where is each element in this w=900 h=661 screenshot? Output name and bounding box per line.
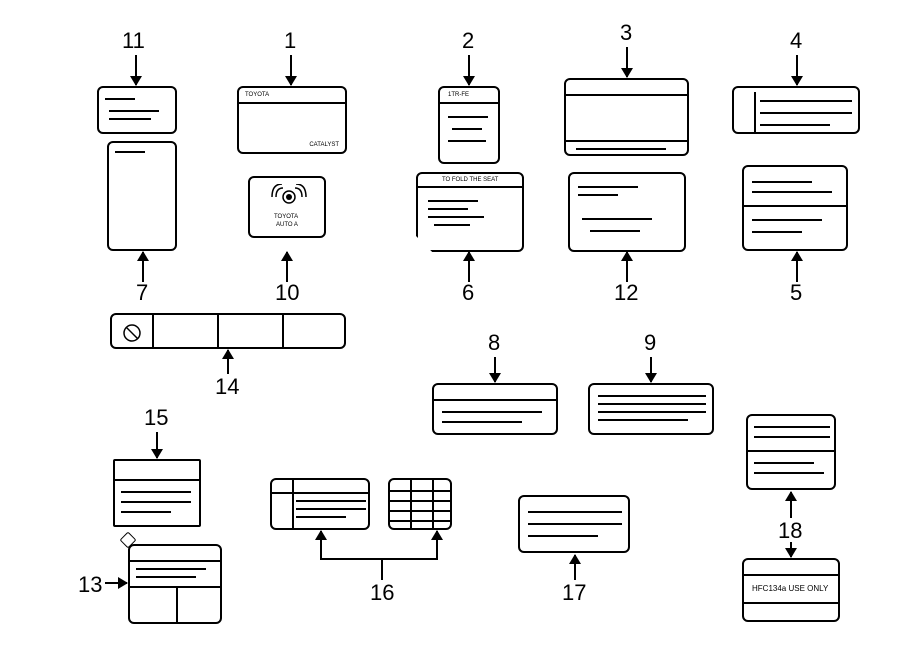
arrow-14 (227, 350, 229, 374)
callout-number-12: 12 (614, 280, 638, 306)
label-box-2: 1TR-FE (438, 86, 500, 164)
label-box-11 (97, 86, 177, 134)
callout-number-6: 6 (462, 280, 474, 306)
arrow-18-down (790, 542, 792, 557)
label-box-18a (746, 414, 836, 490)
callout-number-15: 15 (144, 405, 168, 431)
label-box-16b (388, 478, 452, 530)
arrow-9 (650, 357, 652, 382)
label-box-17 (518, 495, 630, 553)
label-box-3 (564, 78, 689, 156)
label-1-text-catalyst: CATALYST (309, 142, 339, 148)
arrow-1 (290, 55, 292, 85)
callout-number-18: 18 (778, 518, 802, 544)
label-box-8 (432, 383, 558, 435)
arrow-12 (626, 252, 628, 282)
label-box-9 (588, 383, 714, 435)
callout-number-10: 10 (275, 280, 299, 306)
no-symbol-icon (122, 323, 142, 343)
callout-number-11: 11 (122, 28, 145, 54)
label-1-text-toyota: TOYOTA (245, 92, 269, 98)
label-box-13 (128, 544, 222, 624)
label-box-1: TOYOTA CATALYST (237, 86, 347, 154)
fork-16-left (320, 531, 322, 559)
callout-number-14: 14 (215, 374, 239, 400)
arrow-11 (135, 55, 137, 85)
fork-16-right (436, 531, 438, 559)
callout-number-2: 2 (462, 28, 474, 54)
label-10-text-toyota: TOYOTA (274, 214, 298, 220)
label-18b-text: HFC134a USE ONLY (752, 584, 828, 593)
callout-number-5: 5 (790, 280, 802, 306)
arrow-7 (142, 252, 144, 282)
label-box-10: TOYOTA AUTO A (248, 176, 326, 238)
arrow-5 (796, 252, 798, 282)
label-6-text: TO FOLD THE SEAT (442, 177, 498, 183)
callout-number-17: 17 (562, 580, 586, 606)
callout-number-8: 8 (488, 330, 500, 356)
label-box-4 (732, 86, 860, 134)
label-box-14 (110, 313, 346, 349)
arrow-18-up (790, 492, 792, 518)
arrow-3 (626, 47, 628, 77)
label-box-15 (113, 459, 201, 527)
label-box-7 (107, 141, 177, 251)
callout-number-7: 7 (136, 280, 148, 306)
arrow-6 (468, 252, 470, 282)
label-box-12 (568, 172, 686, 252)
arrow-10 (286, 252, 288, 282)
label-box-5 (742, 165, 848, 251)
fork-16-stem (381, 560, 383, 580)
callout-number-1: 1 (284, 28, 296, 54)
label-box-6: TO FOLD THE SEAT (416, 172, 524, 252)
arrow-8 (494, 357, 496, 382)
callout-number-13: 13 (78, 572, 102, 598)
label-2-text: 1TR-FE (448, 92, 469, 98)
fork-16-bar (320, 558, 438, 560)
label-box-18b: HFC134a USE ONLY (742, 558, 840, 622)
arrow-15 (156, 432, 158, 458)
arrow-13 (105, 582, 127, 584)
arrow-17 (574, 555, 576, 580)
callout-number-16: 16 (370, 580, 394, 606)
arrow-2 (468, 55, 470, 85)
callout-number-4: 4 (790, 28, 802, 54)
callout-number-3: 3 (620, 20, 632, 46)
label-box-16a (270, 478, 370, 530)
callout-number-9: 9 (644, 330, 656, 356)
arrow-4 (796, 55, 798, 85)
alarm-icon (270, 184, 308, 210)
label-10-text-auto: AUTO A (276, 222, 298, 228)
